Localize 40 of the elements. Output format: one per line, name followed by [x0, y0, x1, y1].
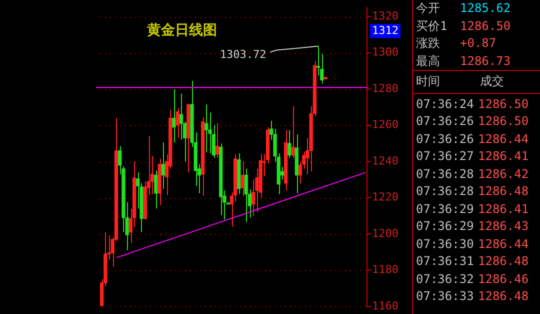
text: 07:36:28 1286.48: [416, 183, 529, 200]
text: 07:36:27 1286.41: [416, 148, 529, 165]
text: 今开 1285.62: [416, 1, 511, 15]
text: 07:36:33 1286.48: [416, 288, 529, 305]
text: 07:36:29 1286.43: [416, 218, 529, 235]
candlestick: [240, 161, 244, 196]
text: 买价1 1286.50: [416, 18, 511, 34]
y-tick-label: 1200: [372, 226, 398, 240]
y-tick-label: 1240: [372, 154, 398, 168]
candlestick: [291, 106, 295, 158]
text: 07:36:30 1286.44: [416, 236, 529, 252]
candlestick: [252, 179, 256, 216]
candlestick: [172, 88, 176, 144]
text: 07:36:29 1286.41: [416, 200, 529, 218]
candlestick: [179, 93, 184, 140]
candlestick: [288, 129, 292, 158]
candlestick: [154, 170, 158, 210]
y-tick-label: 1180: [372, 263, 398, 276]
text: 涨跌 +0.87: [416, 36, 496, 50]
text: 最高 1286.73: [416, 54, 511, 68]
y-tick-label: 1280: [372, 82, 398, 95]
text: 07:36:26 1286.50: [416, 113, 529, 130]
candlestick: [204, 104, 208, 153]
y-tick-label: 1220: [372, 190, 398, 204]
y-tick-label: 1160: [372, 299, 398, 312]
text: 07:36:32 1286.46: [416, 270, 529, 288]
text: 07:36:31 1286.48: [416, 253, 529, 270]
candlestick: [161, 142, 165, 190]
text: 07:36:24 1286.50: [416, 96, 529, 112]
annotation: 1303.72: [220, 48, 266, 61]
text: 黄金日线图: [146, 22, 217, 39]
text: 07:36:26 1286.44: [416, 130, 529, 148]
candlestick: [244, 168, 248, 223]
text: 07:36:28 1286.42: [416, 166, 529, 182]
text: 时间 成交: [416, 74, 504, 88]
text: 1312: [372, 24, 398, 37]
candlestick: [176, 108, 180, 138]
y-tick-label: 1300: [372, 46, 398, 59]
y-tick-label: 1260: [372, 118, 398, 132]
y-tick-label: 1320: [372, 10, 398, 23]
